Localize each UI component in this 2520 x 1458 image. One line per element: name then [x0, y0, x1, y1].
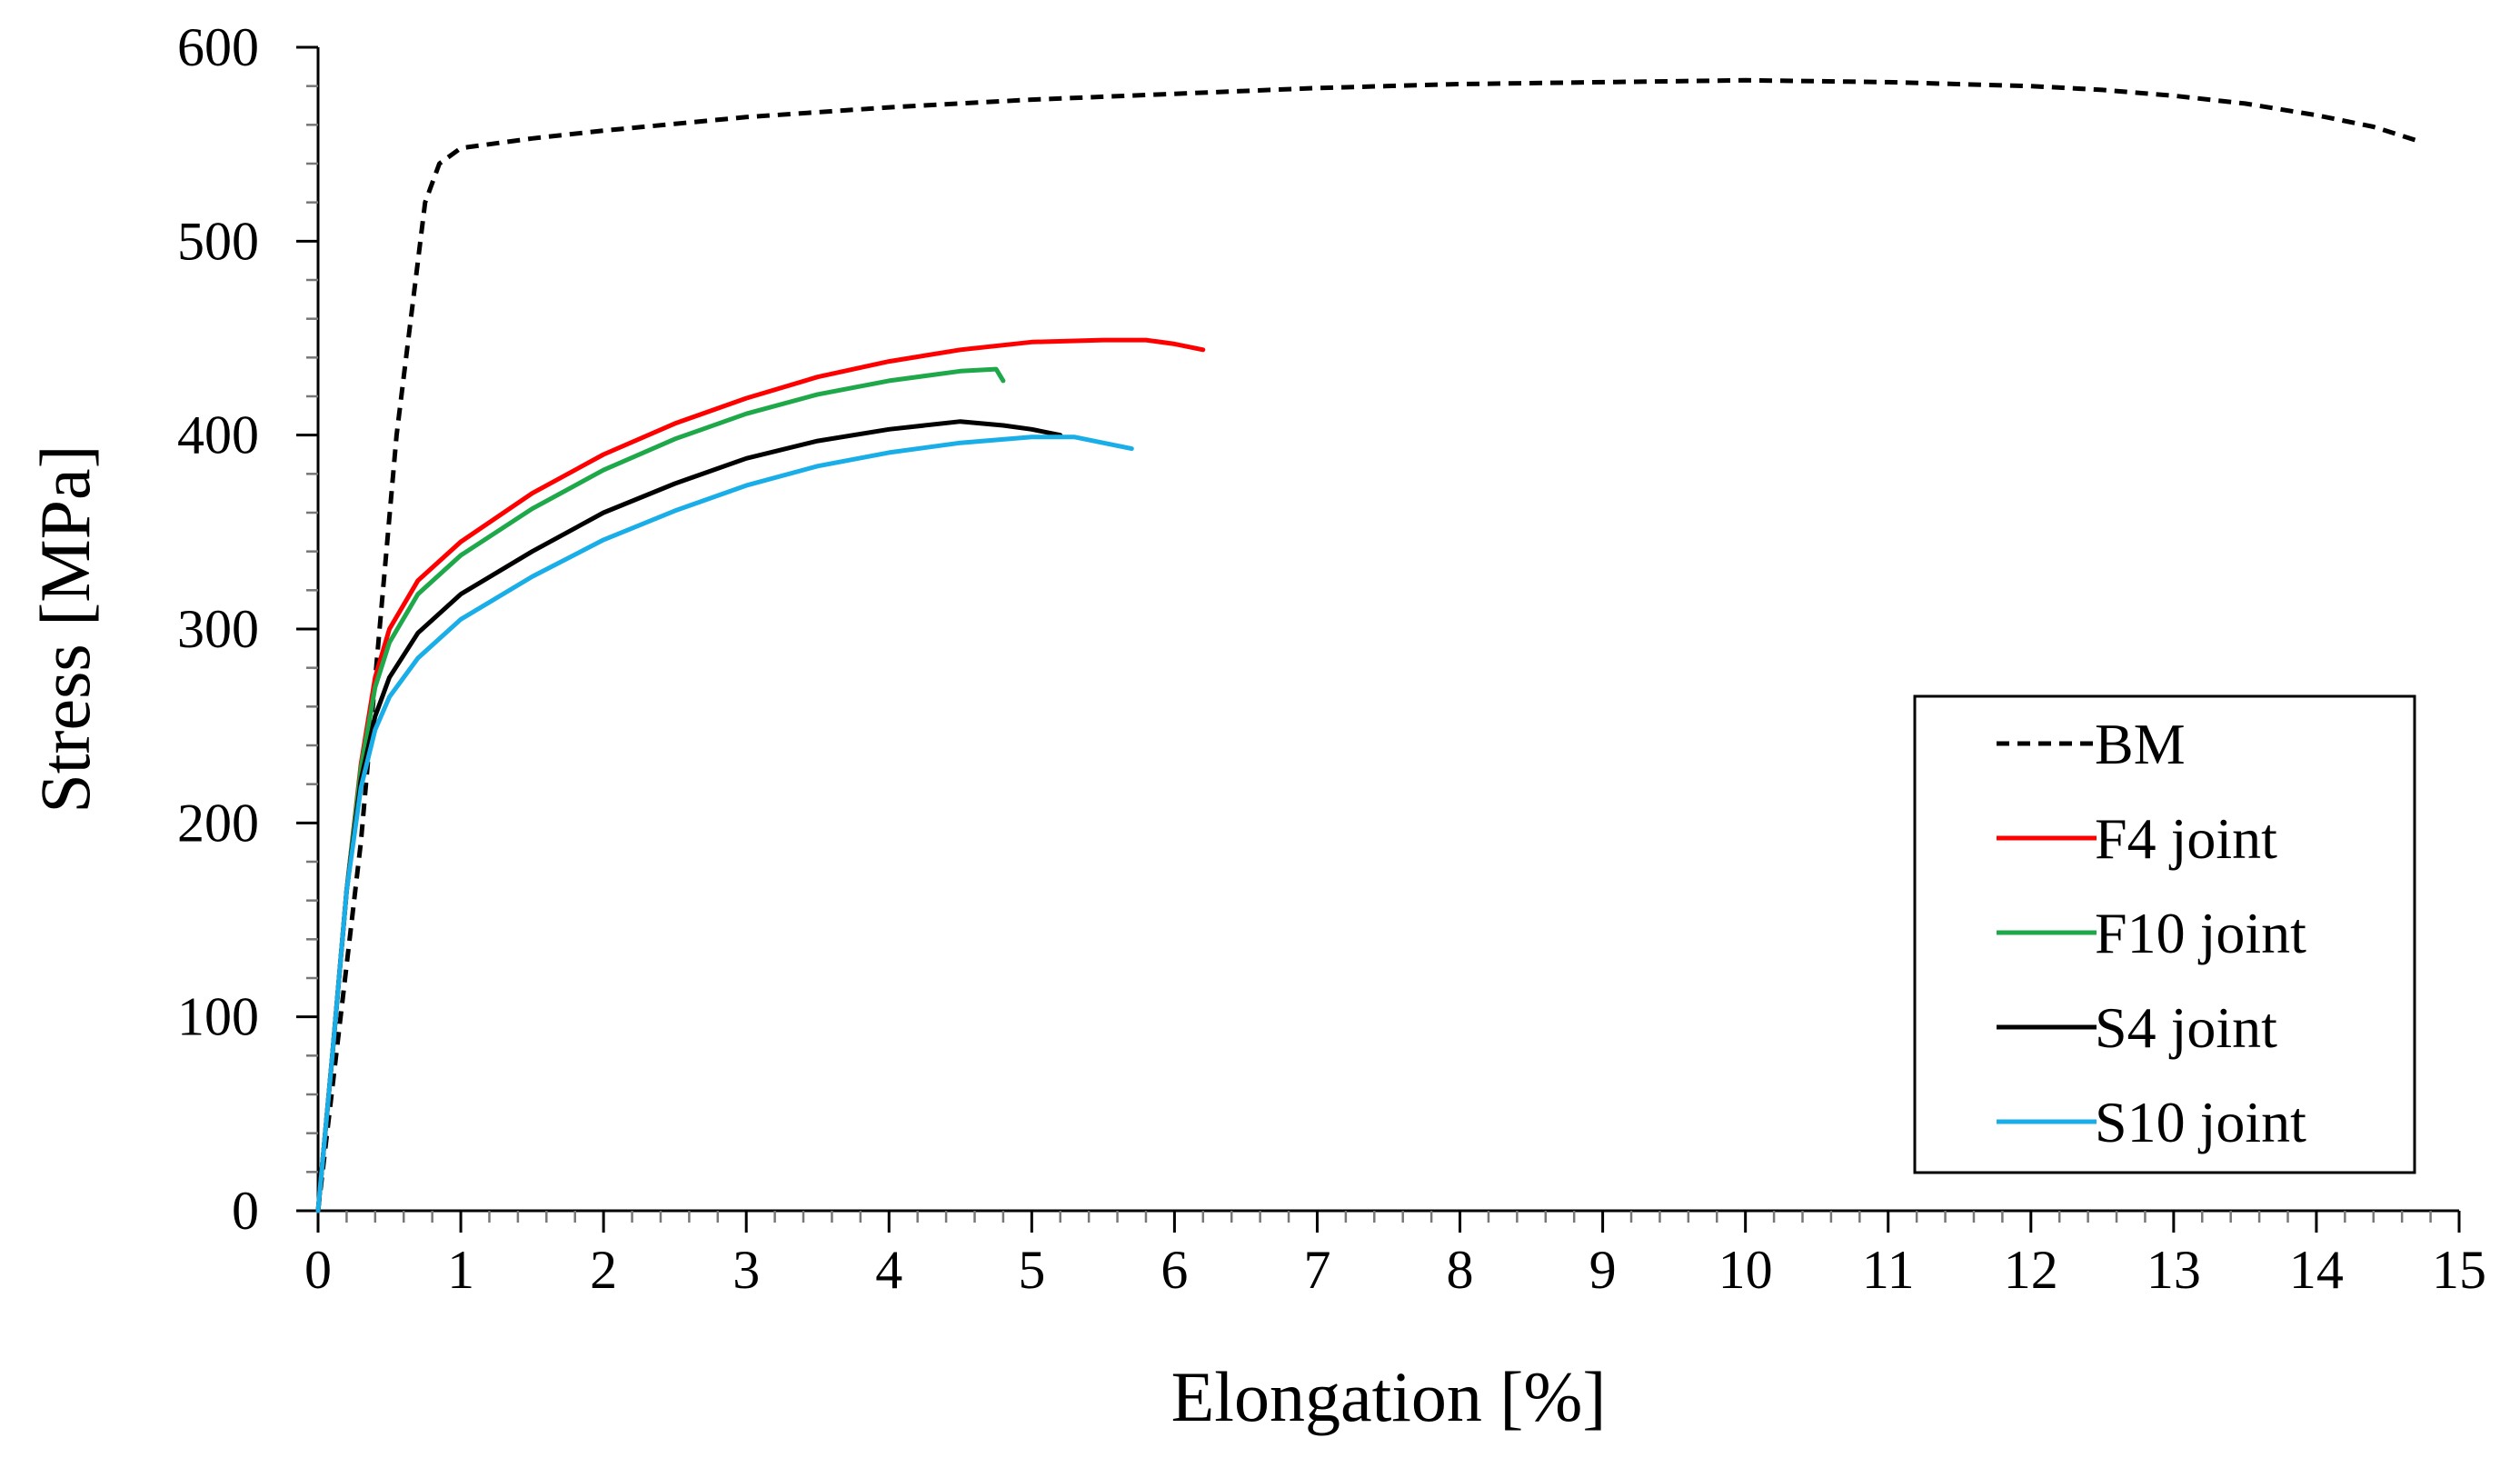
x-tick-label: 9 [1589, 1240, 1617, 1300]
x-tick-label: 1 [447, 1240, 474, 1300]
x-tick-label: 4 [875, 1240, 902, 1300]
series-line-s10-joint [315, 434, 1134, 1213]
y-tick-label: 200 [177, 793, 259, 853]
series-line-s4-joint [315, 419, 1063, 1213]
legend: BM F4 joint F10 joint S4 joint S10 joint [1913, 694, 2416, 1174]
series-line-bm [315, 77, 2417, 1212]
x-tick-label: 6 [1160, 1240, 1188, 1300]
x-tick-label: 0 [304, 1240, 332, 1300]
y-tick-label: 400 [177, 405, 259, 465]
x-tick-label: 10 [1718, 1240, 1773, 1300]
y-tick-label: 100 [177, 987, 259, 1047]
x-tick-label: 7 [1303, 1240, 1330, 1300]
y-tick-label: 300 [177, 599, 259, 659]
y-tick-label: 600 [177, 17, 259, 77]
series-lines [315, 77, 2417, 1213]
x-tick-label: 15 [2432, 1240, 2486, 1300]
series-line-f10-joint [315, 366, 1006, 1213]
legend-label-f10-joint: F10 joint [2095, 901, 2306, 965]
axis-labels: 0 1 2 3 4 5 6 7 8 9 10 11 12 13 14 15010020030040050060… [25, 17, 2486, 1436]
axes [296, 45, 2461, 1233]
x-tick-label: 5 [1018, 1240, 1045, 1300]
x-tick-label: 2 [590, 1240, 617, 1300]
x-axis-title: Elongation [%] [1171, 1357, 1607, 1436]
legend-label-s10-joint: S10 joint [2095, 1090, 2306, 1154]
x-tick-label: 13 [2146, 1240, 2201, 1300]
legend-label-bm: BM [2095, 712, 2186, 776]
x-tick-label: 8 [1447, 1240, 1474, 1300]
y-tick-label: 0 [232, 1181, 259, 1241]
y-tick-label: 500 [177, 211, 259, 271]
x-tick-label: 12 [2004, 1240, 2058, 1300]
legend-label-s4-joint: S4 joint [2095, 995, 2277, 1060]
x-tick-label: 3 [732, 1240, 760, 1300]
x-tick-label: 11 [1862, 1240, 1915, 1300]
series-line-f4-joint [315, 337, 1206, 1213]
y-axis-title: Stress [MPa] [25, 444, 105, 813]
legend-label-f4-joint: F4 joint [2095, 806, 2277, 871]
x-tick-label: 14 [2289, 1240, 2344, 1300]
